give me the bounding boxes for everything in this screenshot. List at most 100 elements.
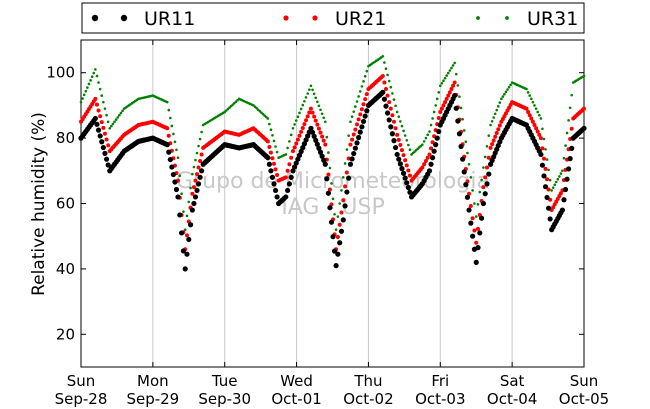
data-point: [462, 129, 466, 132]
data-point: [357, 129, 363, 135]
data-point: [178, 174, 182, 178]
data-point: [165, 100, 169, 104]
data-point: [292, 145, 297, 150]
data-point: [175, 194, 181, 200]
data-point: [569, 145, 575, 151]
x-tick-label-date: Sep-30: [198, 390, 251, 408]
data-point: [308, 106, 313, 111]
data-point: [436, 116, 441, 121]
data-point: [400, 124, 404, 128]
data-point: [348, 142, 353, 147]
data-point: [539, 162, 546, 168]
data-point: [472, 228, 477, 233]
data-point: [99, 139, 105, 145]
data-point: [331, 248, 338, 254]
data-point: [198, 158, 203, 163]
data-point: [453, 105, 459, 111]
data-point: [403, 134, 407, 137]
data-point: [362, 80, 365, 83]
data-point: [392, 144, 399, 151]
data-point: [323, 142, 328, 147]
data-point: [365, 69, 369, 73]
data-point: [334, 228, 338, 231]
data-point: [102, 131, 107, 136]
data-point: [541, 156, 546, 161]
data-point: [196, 165, 201, 170]
data-point: [314, 96, 318, 100]
data-point: [388, 124, 394, 130]
data-point: [333, 212, 336, 216]
data-point: [351, 150, 357, 157]
data-point: [114, 118, 118, 121]
data-point: [480, 178, 483, 182]
data-point: [386, 73, 389, 77]
data-point: [102, 100, 105, 104]
data-point: [582, 74, 586, 78]
data-point: [121, 109, 124, 113]
data-point: [297, 133, 302, 138]
data-point: [535, 129, 540, 134]
data-point: [476, 203, 480, 206]
data-point: [486, 155, 491, 160]
data-point: [295, 137, 300, 142]
data-point: [312, 114, 317, 119]
data-point: [92, 115, 98, 122]
data-point: [116, 116, 120, 119]
data-point: [386, 117, 392, 123]
data-point: [319, 153, 325, 159]
data-point: [568, 106, 572, 110]
data-point: [464, 194, 471, 200]
data-point: [166, 149, 172, 155]
data-point: [321, 157, 327, 163]
data-point: [551, 186, 555, 189]
data-point: [438, 84, 442, 88]
data-point: [180, 192, 183, 195]
x-tick-label-date: Oct-04: [487, 390, 537, 408]
data-point: [525, 87, 528, 91]
data-point: [362, 113, 368, 119]
data-point: [344, 170, 349, 175]
data-point: [322, 161, 328, 167]
data-point: [316, 126, 321, 131]
data-point: [270, 156, 275, 161]
data-point: [82, 93, 86, 97]
data-point: [422, 162, 427, 167]
data-point: [408, 148, 412, 152]
data-point: [427, 152, 432, 157]
data-point: [316, 100, 319, 104]
data-point: [81, 97, 84, 100]
data-point: [330, 182, 333, 185]
data-point: [353, 127, 358, 132]
data-point: [431, 148, 437, 154]
data-point: [380, 89, 386, 95]
data-point: [354, 105, 357, 108]
data-point: [570, 93, 573, 97]
data-point: [483, 155, 487, 159]
data-point: [199, 152, 204, 157]
data-point: [98, 114, 103, 119]
data-point: [299, 107, 303, 111]
data-point: [267, 144, 272, 149]
data-point: [530, 119, 535, 124]
data-point: [100, 144, 106, 151]
x-tick-label-date: Oct-03: [415, 390, 465, 408]
data-point: [446, 71, 450, 75]
data-point: [343, 184, 348, 189]
data-point: [187, 200, 191, 204]
data-point: [345, 148, 349, 151]
data-point: [167, 108, 171, 112]
data-point: [335, 251, 341, 257]
x-tick-label-day: Sun: [67, 372, 96, 390]
data-point: [451, 83, 456, 88]
data-point: [449, 87, 454, 92]
legend-box: [81, 2, 585, 34]
data-point: [384, 67, 388, 70]
data-point: [308, 88, 311, 91]
data-point: [92, 71, 96, 75]
data-point: [429, 146, 434, 151]
data-point: [284, 187, 291, 194]
data-point: [193, 178, 198, 183]
x-tick-label-day: Sun: [570, 372, 599, 390]
data-point: [349, 156, 355, 162]
data-point: [288, 140, 291, 143]
